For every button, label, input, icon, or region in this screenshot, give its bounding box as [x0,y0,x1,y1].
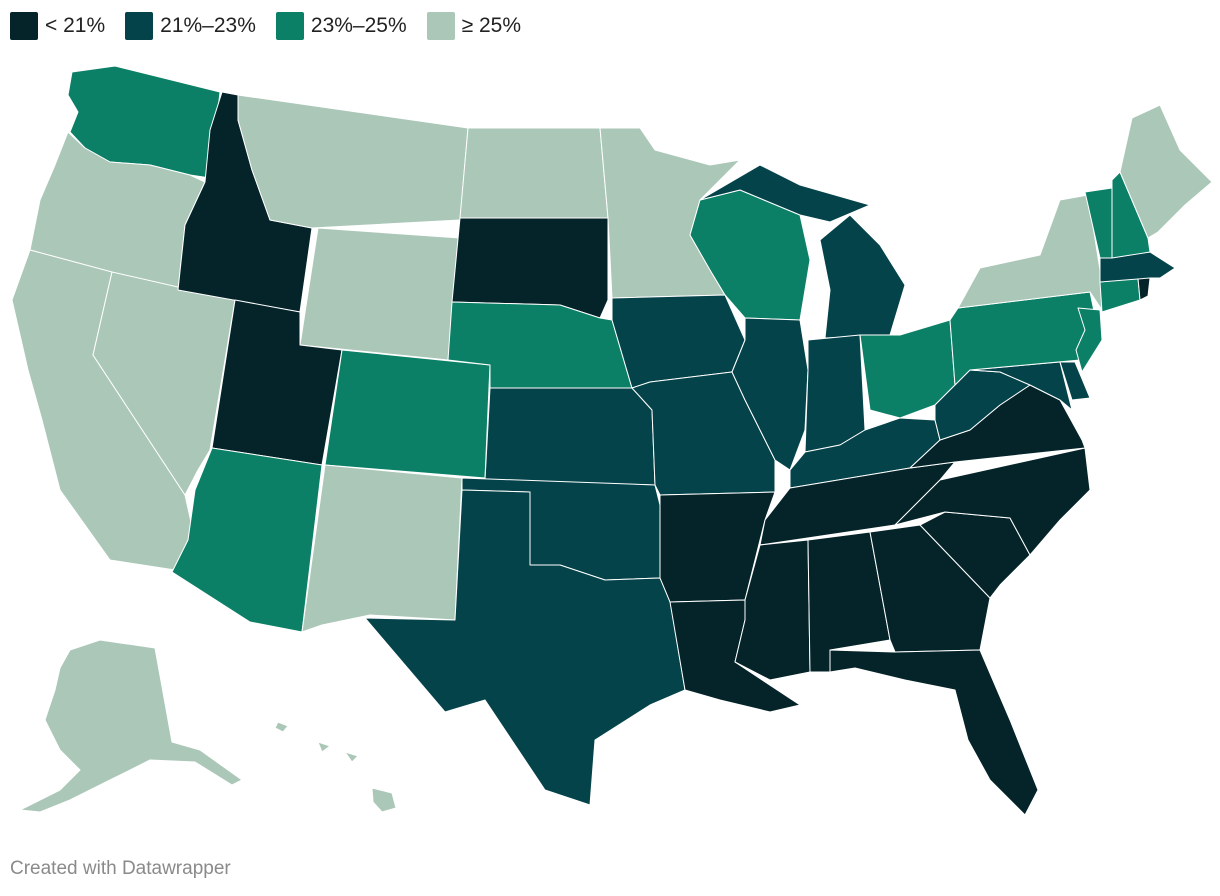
state-montana[interactable] [237,94,469,229]
state-new-jersey[interactable] [1075,307,1103,373]
state-north-carolina[interactable] [894,447,1091,556]
legend-swatch [426,12,455,40]
legend-label: 23%–25% [310,14,407,37]
state-new-hampshire[interactable] [1111,171,1151,259]
state-colorado[interactable] [324,349,491,479]
state-florida[interactable] [829,649,1039,816]
legend-label: < 21% [45,14,106,37]
state-hawaii[interactable] [274,721,397,813]
legend-item-25-plus: ≥ 25% [426,12,522,40]
state-delaware[interactable] [1059,361,1091,401]
state-arizona[interactable] [171,447,323,633]
legend-label: ≥ 25% [461,14,522,37]
state-wyoming[interactable] [299,227,461,361]
legend: < 21% 21%–23% 23%–25% ≥ 25% [10,12,541,40]
legend-label: 21%–23% [160,14,256,37]
state-connecticut[interactable] [1099,277,1141,313]
state-new-york[interactable] [957,194,1103,311]
state-indiana[interactable] [804,334,866,453]
legend-item-21-23: 21%–23% [125,12,256,40]
legend-swatch [10,12,38,40]
state-north-dakota[interactable] [459,127,609,219]
datawrapper-credit: Created with Datawrapper [10,858,231,879]
legend-swatch [125,12,154,40]
state-michigan[interactable] [699,164,906,339]
state-illinois[interactable] [731,317,809,471]
state-missouri[interactable] [631,371,776,496]
state-texas[interactable] [364,489,686,806]
state-rhode-island[interactable] [1137,277,1151,301]
legend-item-below-21: < 21% [10,12,105,40]
legend-item-23-25: 23%–25% [275,12,407,40]
state-kansas[interactable] [484,387,656,486]
legend-swatch [275,12,304,40]
state-new-mexico[interactable] [301,464,463,633]
state-tennessee[interactable] [759,461,956,546]
state-maine[interactable] [1119,104,1213,239]
state-alaska[interactable] [19,639,243,813]
